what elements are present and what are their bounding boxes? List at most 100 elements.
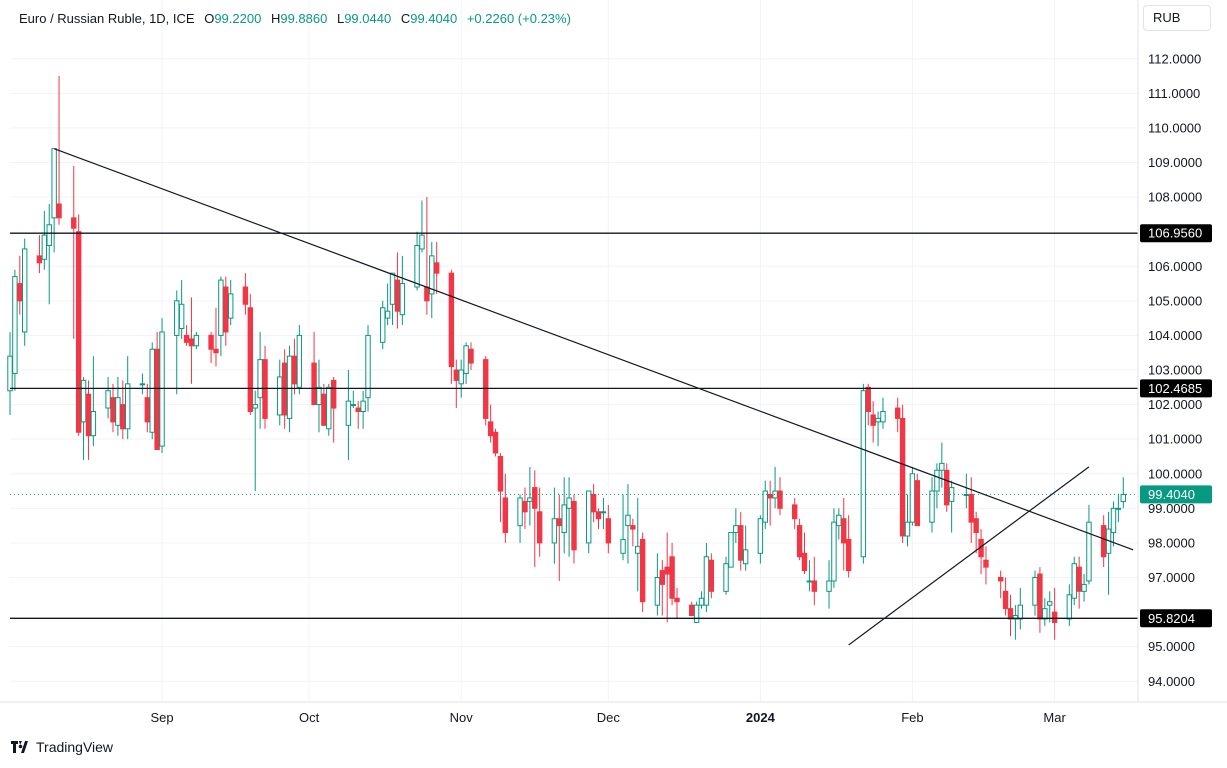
candle-body (939, 462, 945, 471)
candle (355, 401, 361, 429)
candle-body (703, 556, 710, 606)
candle-body (1007, 608, 1014, 620)
candle (17, 255, 23, 315)
x-tick-label: Sep (150, 710, 173, 725)
candle-body (453, 369, 459, 381)
candle (600, 497, 607, 530)
candle-body (458, 369, 464, 385)
candle (527, 466, 533, 526)
candle-body (429, 255, 435, 295)
candle-body (1066, 594, 1073, 620)
tradingview-logo[interactable]: TradingView (11, 739, 113, 755)
candle (360, 390, 366, 429)
candle-body (605, 518, 612, 544)
trendline[interactable] (53, 148, 1134, 551)
drawn-lines[interactable] (10, 148, 1138, 646)
candle-body (360, 400, 366, 412)
candle (870, 401, 876, 443)
candle-body (1076, 566, 1082, 592)
candle (174, 290, 180, 395)
candle (208, 331, 214, 364)
candle-body (590, 494, 597, 513)
candle-body (566, 497, 572, 509)
candle (963, 473, 970, 509)
candle-body (448, 272, 455, 368)
candle (492, 428, 499, 457)
y-tick-label: 104.0000 (1148, 328, 1202, 343)
candle (110, 383, 116, 433)
candle-body (899, 417, 906, 537)
x-tick-label: Mar (1043, 710, 1066, 725)
candle-body (620, 538, 626, 554)
candle (1071, 556, 1077, 606)
candle-body (527, 497, 533, 502)
candle-body (845, 538, 852, 572)
trendline[interactable] (848, 466, 1090, 646)
candle (497, 453, 504, 523)
candle-body (380, 307, 386, 343)
candle (424, 197, 430, 315)
candle (698, 591, 705, 609)
candle (125, 356, 131, 440)
y-tick-label: 109.0000 (1148, 155, 1202, 170)
candle (262, 345, 268, 429)
candle (1012, 605, 1019, 640)
candle (178, 280, 185, 339)
candle (566, 477, 572, 557)
candle (433, 242, 440, 294)
candle-body (227, 293, 234, 319)
y-tick-label: 95.0000 (1148, 639, 1195, 654)
candle (635, 497, 641, 592)
candle-body (497, 455, 504, 492)
candle-body (218, 279, 224, 336)
candle (590, 484, 597, 523)
candle (875, 411, 881, 447)
candle (522, 487, 528, 530)
candle (1115, 494, 1122, 523)
currency-button[interactable]: RUB (1143, 5, 1211, 31)
candle-body (257, 359, 263, 399)
candle (458, 359, 464, 398)
candle (242, 273, 249, 315)
candle-body (708, 559, 715, 592)
candle-body (762, 490, 768, 523)
candle (664, 532, 670, 623)
candle (277, 359, 283, 426)
candle-body (836, 514, 842, 527)
candle-body (944, 469, 950, 506)
candle (1047, 591, 1053, 623)
close-label: C (400, 11, 411, 26)
y-tick-label: 98.0000 (1148, 535, 1195, 550)
candle-body (178, 303, 185, 329)
candle (1066, 584, 1073, 626)
candle (860, 383, 867, 564)
candle-body (1047, 601, 1053, 606)
candle (227, 280, 234, 326)
candle-body (831, 521, 837, 582)
candle-body (174, 300, 180, 336)
candle (453, 359, 459, 409)
candle (968, 477, 974, 543)
candle (561, 477, 567, 554)
candle (429, 242, 435, 319)
x-tick-label: Nov (450, 710, 474, 725)
candle-body (1002, 590, 1009, 610)
candle-body (46, 224, 52, 246)
candle (414, 231, 420, 291)
candle (654, 553, 661, 616)
candle-body (213, 348, 219, 354)
candle (865, 383, 871, 426)
candle-body (806, 580, 813, 583)
candle-body (247, 307, 254, 412)
candle-body (1051, 611, 1058, 623)
x-tick-label: Oct (299, 710, 320, 725)
candle-body (71, 217, 77, 229)
candle-body (350, 404, 357, 407)
candle (791, 497, 798, 530)
candle-body (693, 604, 700, 623)
candle-body (894, 407, 901, 419)
candle-body (36, 255, 43, 264)
symbol-title[interactable]: Euro / Russian Ruble, 1D, ICE (19, 11, 195, 26)
candle-body (414, 245, 420, 288)
